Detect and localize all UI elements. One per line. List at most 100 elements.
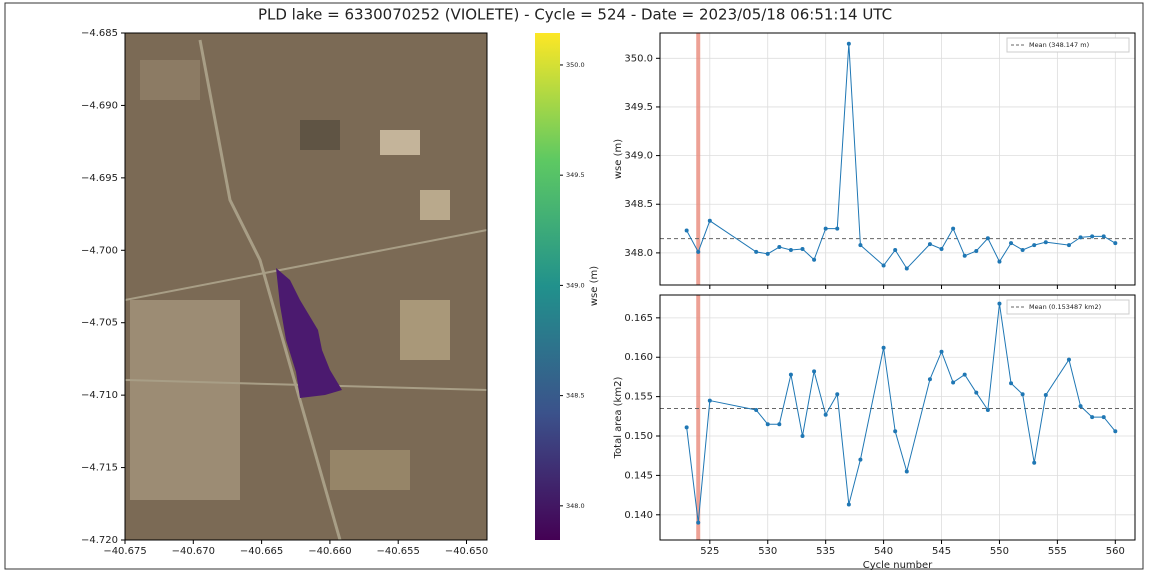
y-axis-label: wse (m) <box>613 139 624 179</box>
data-point <box>997 259 1002 264</box>
x-tick-label: 540 <box>874 546 893 557</box>
y-tick-label: 0.150 <box>624 431 653 442</box>
data-point <box>846 41 851 46</box>
data-point <box>1066 243 1071 248</box>
data-point <box>800 247 805 251</box>
y-tick-label: 0.145 <box>624 470 653 481</box>
data-point <box>788 372 793 377</box>
data-point <box>858 457 863 462</box>
y-tick-label: −4.715 <box>81 463 118 474</box>
x-tick-label: 555 <box>1048 546 1067 557</box>
x-tick-label: −40.670 <box>172 546 215 557</box>
data-point <box>788 247 793 252</box>
colorbar <box>535 33 560 540</box>
data-point <box>881 345 886 350</box>
colorbar-tick-label: 349.0 <box>566 281 585 289</box>
y-tick-label: 0.160 <box>624 352 653 363</box>
colorbar-tick-label: 348.0 <box>566 502 585 510</box>
axes-frame <box>659 32 1136 286</box>
legend-box <box>1006 37 1130 53</box>
x-tick-label: −40.650 <box>445 546 488 557</box>
y-tick-label: −4.720 <box>81 535 118 546</box>
data-point <box>1032 460 1037 465</box>
data-line <box>686 303 1116 523</box>
data-point <box>927 242 932 247</box>
data-point <box>904 469 909 474</box>
y-tick-label: −4.685 <box>81 28 118 39</box>
data-point <box>893 429 898 434</box>
data-point <box>1090 415 1095 420</box>
data-point <box>858 243 863 248</box>
x-tick-label: −40.675 <box>103 546 146 557</box>
data-point <box>962 372 967 377</box>
axes-frame <box>659 294 1136 541</box>
satellite-image <box>124 33 488 541</box>
y-tick-label: 348.0 <box>624 248 653 259</box>
colorbar-tick-label: 348.5 <box>566 392 585 400</box>
data-point <box>1113 429 1118 434</box>
y-tick-label: −4.710 <box>81 390 118 401</box>
data-point <box>1101 234 1106 239</box>
data-point <box>835 226 840 231</box>
x-tick-label: −40.655 <box>377 546 420 557</box>
data-point <box>893 247 898 252</box>
data-point <box>835 392 840 397</box>
data-point <box>939 349 944 354</box>
colorbar-tick-label: 350.0 <box>566 61 585 69</box>
data-point <box>800 434 805 439</box>
data-point <box>777 245 782 250</box>
data-point <box>881 263 886 268</box>
data-point <box>696 520 701 525</box>
x-tick-label: 535 <box>816 546 835 557</box>
data-point <box>754 249 759 254</box>
data-point <box>974 248 979 253</box>
y-tick-label: −4.690 <box>81 100 118 111</box>
data-point <box>754 408 759 413</box>
data-point <box>696 249 701 254</box>
colorbar-label: wse (m) <box>589 266 600 306</box>
data-point <box>707 218 712 223</box>
data-point <box>1020 247 1025 252</box>
data-point <box>1009 241 1014 246</box>
data-point <box>846 502 851 507</box>
data-point <box>951 226 956 231</box>
data-point <box>707 398 712 403</box>
y-tick-label: 349.5 <box>624 102 653 113</box>
data-point <box>1113 241 1118 246</box>
data-point <box>684 425 689 430</box>
y-tick-label: 0.155 <box>624 392 653 403</box>
data-point <box>904 266 909 271</box>
legend-label: Mean (0.153487 km2) <box>1029 303 1101 311</box>
y-axis-label: Total area (km2) <box>613 377 624 460</box>
y-tick-label: 350.0 <box>624 53 653 64</box>
x-tick-label: 530 <box>758 546 777 557</box>
x-tick-label: −40.665 <box>240 546 283 557</box>
data-point <box>1043 240 1048 245</box>
data-point <box>823 226 828 231</box>
axes-frame <box>124 32 488 541</box>
data-point <box>777 422 782 427</box>
data-point <box>939 247 944 251</box>
frame <box>4 2 1144 570</box>
colorbar-tick-label: 349.5 <box>566 171 585 179</box>
data-point <box>985 408 990 413</box>
y-tick-label: 349.0 <box>624 151 653 162</box>
y-tick-label: 348.5 <box>624 199 653 210</box>
data-point <box>927 377 932 382</box>
data-line <box>686 43 1116 270</box>
data-point <box>951 380 956 385</box>
data-point <box>823 412 828 417</box>
data-point <box>1101 415 1106 420</box>
y-tick-label: 0.165 <box>624 313 653 324</box>
x-axis-label: Cycle number <box>863 560 933 571</box>
data-point <box>812 257 817 262</box>
x-tick-label: 550 <box>990 546 1009 557</box>
data-point <box>1020 392 1025 397</box>
data-point <box>1009 381 1014 386</box>
x-tick-label: 545 <box>932 546 951 557</box>
data-point <box>684 228 689 233</box>
x-tick-label: 525 <box>700 546 719 557</box>
data-point <box>1043 393 1048 398</box>
legend-label: Mean (348.147 m) <box>1029 41 1089 49</box>
